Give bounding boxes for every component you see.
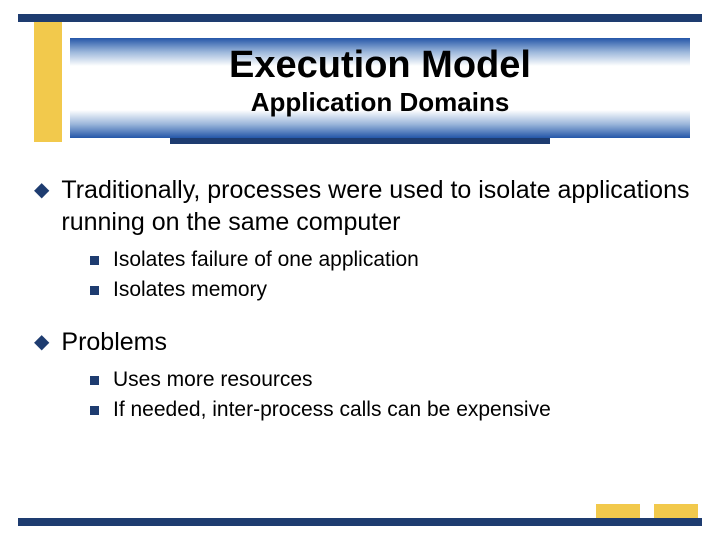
title-area: Execution Model Application Domains: [70, 38, 690, 138]
title-underline: [170, 138, 550, 144]
bottom-yellow-accent-2: [654, 504, 698, 518]
diamond-bullet-icon: ◆: [34, 174, 49, 206]
bullet-item: ◆ Problems: [34, 326, 690, 358]
sub-bullet-item: Uses more resources: [90, 366, 690, 394]
square-bullet-icon: [90, 286, 99, 295]
bottom-border-bar: [18, 518, 702, 526]
sub-bullet-text: Isolates failure of one application: [113, 246, 419, 274]
sub-bullet-item: Isolates failure of one application: [90, 246, 690, 274]
slide-subtitle: Application Domains: [70, 87, 690, 118]
sub-bullet-item: If needed, inter-process calls can be ex…: [90, 396, 690, 424]
sub-bullet-text: Uses more resources: [113, 366, 313, 394]
diamond-bullet-icon: ◆: [34, 326, 49, 358]
bottom-yellow-accent-1: [596, 504, 640, 518]
content-area: ◆ Traditionally, processes were used to …: [34, 168, 690, 426]
bullet-text: Traditionally, processes were used to is…: [61, 174, 690, 238]
square-bullet-icon: [90, 406, 99, 415]
square-bullet-icon: [90, 376, 99, 385]
sub-bullet-text: If needed, inter-process calls can be ex…: [113, 396, 551, 424]
left-yellow-accent: [34, 22, 62, 142]
sub-bullet-item: Isolates memory: [90, 276, 690, 304]
section-gap: [34, 306, 690, 320]
bullet-item: ◆ Traditionally, processes were used to …: [34, 174, 690, 238]
sub-bullet-text: Isolates memory: [113, 276, 267, 304]
bullet-text: Problems: [61, 326, 167, 358]
square-bullet-icon: [90, 256, 99, 265]
top-border-bar: [18, 14, 702, 22]
slide-title: Execution Model: [70, 38, 690, 87]
